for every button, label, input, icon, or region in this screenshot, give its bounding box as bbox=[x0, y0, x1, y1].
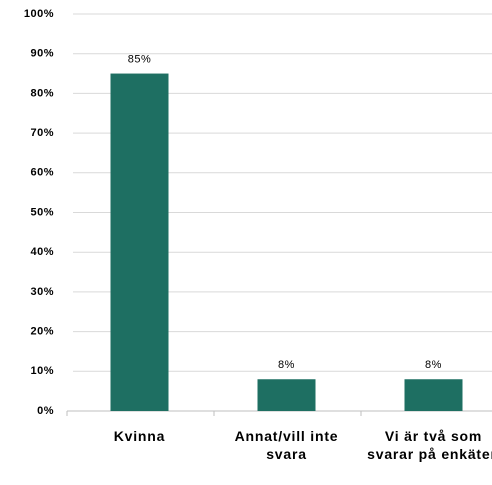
y-tick-label: 100% bbox=[24, 8, 54, 20]
label-line: svara bbox=[266, 446, 307, 462]
y-tick-label: 20% bbox=[30, 326, 54, 338]
value-label: 8% bbox=[278, 359, 295, 371]
y-tick-label: 10% bbox=[30, 365, 54, 377]
y-tick-label: 0% bbox=[37, 405, 54, 417]
label-line: Vi är två som bbox=[385, 428, 482, 444]
x-tick-label: Vi är två som svarar på enkäten bbox=[367, 428, 492, 462]
label-line: Annat/vill inte bbox=[235, 428, 339, 444]
label-line: svarar på enkäten bbox=[367, 446, 492, 462]
bar bbox=[404, 379, 463, 411]
bar bbox=[110, 73, 169, 412]
label-line: Kvinna bbox=[114, 428, 165, 444]
x-tick-label: Kvinna bbox=[114, 428, 165, 444]
y-tick-label: 40% bbox=[30, 246, 54, 258]
x-tick-label: Annat/vill inte svara bbox=[235, 428, 339, 462]
y-tick-label: 80% bbox=[30, 87, 54, 99]
bar bbox=[257, 379, 316, 411]
value-label: 85% bbox=[128, 53, 152, 65]
y-tick-label: 70% bbox=[30, 127, 54, 139]
y-tick-label: 30% bbox=[30, 286, 54, 298]
y-tick-label: 50% bbox=[30, 206, 54, 218]
value-label: 8% bbox=[425, 359, 442, 371]
y-tick-label: 60% bbox=[30, 167, 54, 179]
y-tick-label: 90% bbox=[30, 48, 54, 60]
